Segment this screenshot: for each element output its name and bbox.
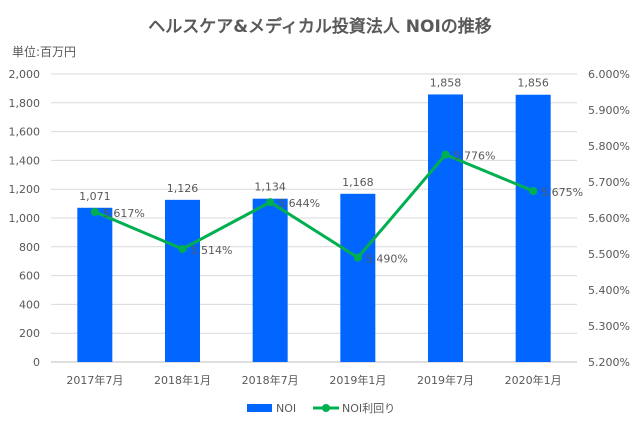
- y-right-tick-label: 5.800%: [588, 140, 630, 153]
- line-point: [178, 244, 187, 253]
- line-point: [266, 198, 275, 207]
- line-point: [441, 150, 450, 159]
- x-tick-label: 2019年7月: [417, 373, 474, 387]
- legend-marker-noi-yield: [322, 404, 330, 412]
- chart-title: ヘルスケア&メディカル投資法人 NOIの推移: [148, 17, 492, 37]
- bar-noi: [340, 193, 376, 362]
- y-right-tick-label: 5.400%: [588, 284, 630, 297]
- y-left-tick-label: 1,000: [9, 212, 41, 225]
- bar-data-label: 1,134: [254, 181, 286, 194]
- bar-data-label: 1,168: [342, 176, 374, 189]
- y-right-tick-label: 6.000%: [588, 68, 630, 81]
- line-data-label: 5.776%: [454, 150, 496, 163]
- y-right-tick-label: 5.300%: [588, 320, 630, 333]
- bar-noi: [252, 198, 288, 362]
- line-point: [529, 187, 538, 195]
- legend-label-noi: NOI: [276, 402, 296, 415]
- y-left-tick-label: 800: [19, 241, 40, 254]
- y-left-tick-label: 1,800: [9, 97, 41, 110]
- line-data-label: 5.617%: [103, 207, 145, 220]
- bar-data-label: 1,126: [167, 182, 199, 195]
- x-tick-label: 2020年1月: [505, 373, 562, 387]
- bar-noi: [165, 199, 200, 362]
- y-left-tick-label: 1,600: [9, 126, 41, 139]
- bar-data-label: 1,071: [79, 190, 111, 203]
- x-tick-label: 2017年7月: [66, 373, 123, 387]
- y-left-tick-label: 1,200: [9, 183, 41, 196]
- line-point: [353, 253, 362, 262]
- bar-data-label: 1,856: [517, 77, 549, 90]
- y-right-tick-label: 5.900%: [588, 104, 630, 117]
- y-right-tick-label: 5.500%: [588, 248, 630, 261]
- x-tick-label: 2019年1月: [329, 373, 386, 387]
- y-left-tick-label: 200: [19, 327, 40, 340]
- y-right-tick-label: 5.700%: [588, 176, 630, 189]
- line-data-label: 5.490%: [366, 253, 408, 266]
- y-left-tick-label: 400: [19, 298, 40, 311]
- bar-noi: [77, 207, 113, 362]
- legend-swatch-noi: [247, 404, 272, 412]
- line-point: [90, 207, 99, 216]
- x-tick-label: 2018年7月: [242, 373, 299, 387]
- y-left-tick-label: 600: [19, 270, 40, 283]
- line-noi-yield: [94, 152, 534, 260]
- y-left-tick-label: 0: [33, 356, 40, 369]
- bar-noi: [428, 94, 463, 362]
- y-left-tick-label: 1,400: [9, 154, 41, 167]
- unit-label: 単位:百万円: [12, 45, 77, 59]
- y-left-tick-label: 2,000: [9, 68, 41, 81]
- line-data-label: 5.675%: [541, 186, 583, 199]
- legend-label-noi-yield: NOI利回り: [342, 402, 395, 415]
- bar-data-label: 1,858: [430, 76, 462, 89]
- bar-noi: [515, 94, 551, 363]
- y-right-tick-label: 5.600%: [588, 212, 630, 225]
- x-tick-label: 2018年1月: [154, 373, 211, 387]
- line-data-label: 5.514%: [191, 244, 233, 257]
- line-data-label: 5.644%: [278, 197, 320, 210]
- y-right-tick-label: 5.200%: [588, 356, 630, 369]
